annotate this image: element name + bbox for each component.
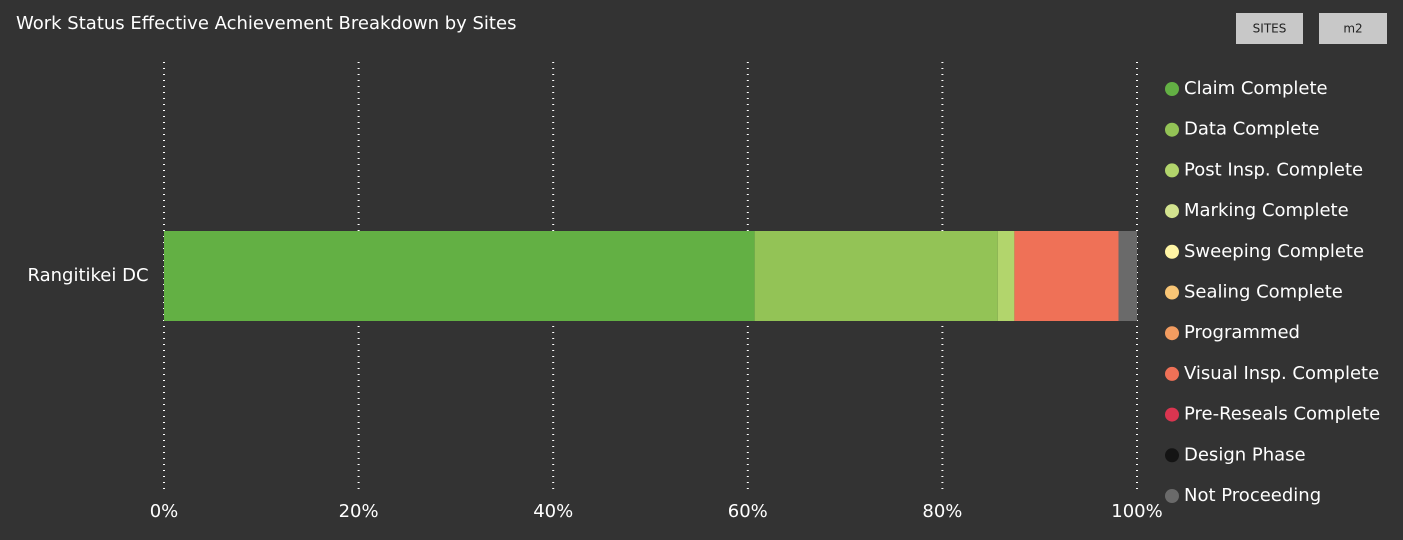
legend-swatch bbox=[1165, 163, 1179, 178]
bar-segment bbox=[754, 231, 998, 321]
legend-label: Sealing Complete bbox=[1184, 282, 1343, 303]
x-tick-label: 20% bbox=[339, 501, 379, 522]
x-tick-label: 0% bbox=[150, 501, 179, 522]
legend-swatch bbox=[1165, 244, 1179, 259]
toggle-button[interactable] bbox=[1319, 13, 1387, 44]
x-tick-label: 40% bbox=[533, 501, 573, 522]
x-tick-label: 100% bbox=[1111, 501, 1162, 522]
legend-label: Sweeping Complete bbox=[1184, 241, 1364, 262]
legend-swatch bbox=[1165, 366, 1179, 381]
y-tick-label: Rangitikei DC bbox=[27, 265, 148, 286]
legend-label: Design Phase bbox=[1184, 444, 1306, 465]
legend-label: Programmed bbox=[1184, 322, 1300, 343]
x-tick-label: 80% bbox=[922, 501, 962, 522]
legend-label: Data Complete bbox=[1184, 119, 1319, 140]
toggle-button-label[interactable]: m2 bbox=[1343, 22, 1362, 36]
legend-label: Not Proceeding bbox=[1184, 485, 1321, 506]
legend-swatch bbox=[1165, 82, 1179, 96]
bar-segment bbox=[997, 231, 1015, 321]
legend-swatch bbox=[1165, 489, 1179, 503]
x-tick-label: 60% bbox=[728, 501, 768, 522]
chart-title: Work Status Effective Achievement Breakd… bbox=[16, 13, 516, 34]
bar-segment bbox=[1118, 231, 1137, 321]
legend-swatch bbox=[1165, 204, 1179, 219]
legend-label: Marking Complete bbox=[1184, 200, 1349, 221]
legend-swatch bbox=[1165, 326, 1179, 341]
toggle-button-label[interactable]: SITES bbox=[1253, 22, 1287, 36]
legend-swatch bbox=[1165, 448, 1179, 463]
legend-swatch bbox=[1165, 285, 1179, 300]
legend-label: Visual Insp. Complete bbox=[1184, 363, 1379, 384]
legend-label: Pre-Reseals Complete bbox=[1184, 404, 1380, 425]
legend-swatch bbox=[1165, 407, 1179, 422]
legend-label: Post Insp. Complete bbox=[1184, 159, 1363, 180]
bar-segment bbox=[1014, 231, 1119, 321]
toggle-button[interactable] bbox=[1236, 13, 1303, 44]
bar-segment bbox=[164, 231, 755, 321]
legend-swatch bbox=[1165, 122, 1179, 137]
legend-label: Claim Complete bbox=[1184, 78, 1328, 99]
